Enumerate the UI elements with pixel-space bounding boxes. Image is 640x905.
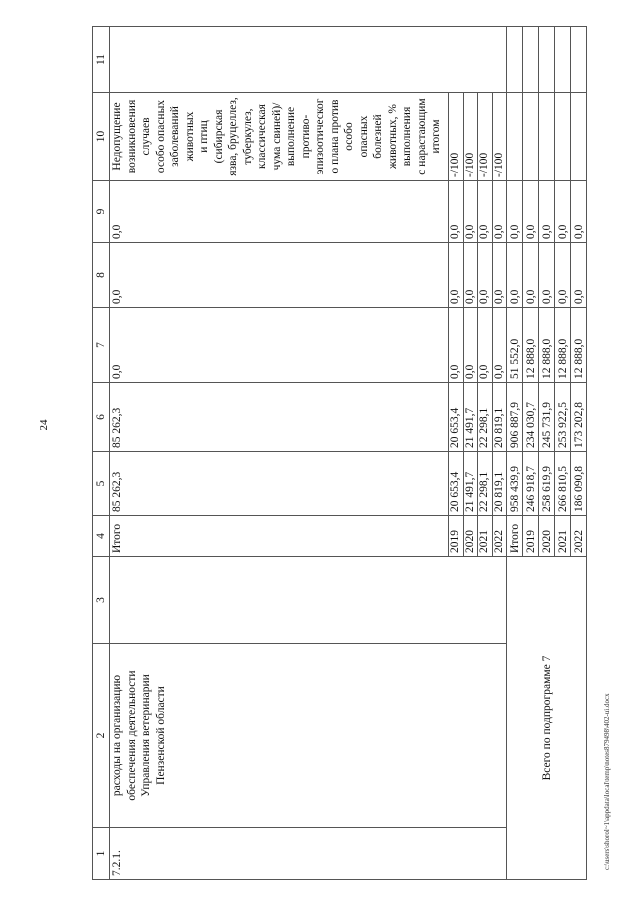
item-name: расходы на организацию обеспечения деяте… (109, 643, 507, 828)
year: 2021 (554, 515, 571, 557)
col11-value (554, 26, 571, 93)
header-row: 1 2 3 4 5 6 7 8 9 10 11 (92, 26, 110, 880)
item-amount-total: 85 262,3 (109, 451, 449, 516)
indicator-value (522, 92, 539, 181)
year: 2020 (463, 515, 478, 557)
column-header-4: 4 (92, 515, 110, 557)
col11-value (506, 26, 523, 93)
amount-regional: 234 030,7 (522, 382, 539, 452)
amount-other: 0,0 (570, 180, 587, 243)
amount-total: 258 619,9 (538, 451, 555, 516)
amount-local: 0,0 (538, 242, 555, 308)
amount-federal: 0,0 (448, 307, 463, 383)
item-amount-other: 0,0 (109, 180, 449, 243)
amount-regional: 173 202,8 (570, 382, 587, 452)
amount-regional: 245 731,9 (538, 382, 555, 452)
amount-federal: 12 888,0 (570, 307, 587, 383)
amount-total: 266 810,5 (554, 451, 571, 516)
amount-total: 20 653,4 (448, 451, 463, 516)
amount-other: 0,0 (492, 180, 507, 243)
year: 2021 (477, 515, 492, 557)
column-header-10: 10 (92, 92, 110, 181)
amount-total: 958 439,9 (506, 451, 523, 516)
item-amount-regional: 85 262,3 (109, 382, 449, 452)
indicator-value (570, 92, 587, 181)
year: 2020 (538, 515, 555, 557)
year: 2019 (448, 515, 463, 557)
item-amount-local: 0,0 (109, 242, 449, 308)
amount-total: 20 819,1 (492, 451, 507, 516)
column-header-1: 1 (92, 827, 110, 880)
year: Итого (506, 515, 523, 557)
amount-federal: 12 888,0 (538, 307, 555, 383)
col11-value (522, 26, 539, 93)
amount-local: 0,0 (570, 242, 587, 308)
amount-local: 0,0 (554, 242, 571, 308)
item-col11 (109, 26, 507, 93)
amount-local: 0,0 (463, 242, 478, 308)
amount-total: 246 918,7 (522, 451, 539, 516)
col11-value (538, 26, 555, 93)
page-number: 24 (38, 419, 50, 431)
amount-total: 186 090,8 (570, 451, 587, 516)
amount-other: 0,0 (448, 180, 463, 243)
item-col3 (109, 556, 507, 644)
indicator-value (506, 92, 523, 181)
indicator-value: -/100 (448, 92, 463, 181)
amount-local: 0,0 (477, 242, 492, 308)
subprogram-total-label: Всего по подпрограмме 7 (506, 556, 587, 880)
item-code: 7.2.1. (109, 827, 507, 880)
amount-other: 0,0 (506, 180, 523, 243)
column-header-2: 2 (92, 643, 110, 828)
amount-regional: 21 491,7 (463, 382, 478, 452)
column-header-5: 5 (92, 451, 110, 516)
total-row: Всего по подпрограмме 7 Итого 958 439,9 906… (506, 26, 587, 880)
amount-local: 0,0 (506, 242, 523, 308)
amount-other: 0,0 (522, 180, 539, 243)
amount-local: 0,0 (492, 242, 507, 308)
indicator-value (554, 92, 571, 181)
file-path-footer: c:\users\shorol~1\appdata\local\temp\not… (603, 693, 611, 870)
amount-federal: 0,0 (477, 307, 492, 383)
amount-other: 0,0 (554, 180, 571, 243)
column-header-3: 3 (92, 556, 110, 644)
item-amount-federal: 0,0 (109, 307, 449, 383)
amount-other: 0,0 (477, 180, 492, 243)
indicator-value (538, 92, 555, 181)
amount-other: 0,0 (538, 180, 555, 243)
column-header-7: 7 (92, 307, 110, 383)
amount-total: 21 491,7 (463, 451, 478, 516)
amount-other: 0,0 (463, 180, 478, 243)
amount-federal: 12 888,0 (554, 307, 571, 383)
amount-federal: 51 552,0 (506, 307, 523, 383)
col11-value (570, 26, 587, 93)
amount-regional: 22 298,1 (477, 382, 492, 452)
table-row: 7.2.1. расходы на организацию обеспечения… (109, 26, 507, 880)
amount-federal: 0,0 (463, 307, 478, 383)
amount-total: 22 298,1 (477, 451, 492, 516)
column-header-11: 11 (92, 26, 110, 93)
indicator-value: -/100 (463, 92, 478, 181)
amount-regional: 20 653,4 (448, 382, 463, 452)
amount-federal: 12 888,0 (522, 307, 539, 383)
indicator-value: -/100 (492, 92, 507, 181)
year: 2022 (570, 515, 587, 557)
amount-federal: 0,0 (492, 307, 507, 383)
year: 2022 (492, 515, 507, 557)
column-header-9: 9 (92, 180, 110, 243)
indicator-value: -/100 (477, 92, 492, 181)
amount-local: 0,0 (522, 242, 539, 308)
amount-regional: 906 887,9 (506, 382, 523, 452)
amount-regional: 20 819,1 (492, 382, 507, 452)
year: 2019 (522, 515, 539, 557)
item-indicator: Недопущение возникновения случаев особо … (109, 92, 449, 181)
amount-regional: 253 922,5 (554, 382, 571, 452)
amount-local: 0,0 (448, 242, 463, 308)
rotated-page: 24 1 2 3 4 5 6 7 8 9 10 11 7.2.1. расходы на организ… (38, 26, 620, 880)
item-total-label: Итого (109, 515, 449, 557)
column-header-6: 6 (92, 382, 110, 452)
program-table: 1 2 3 4 5 6 7 8 9 10 11 7.2.1. расходы на организаци… (92, 26, 587, 880)
column-header-8: 8 (92, 242, 110, 308)
